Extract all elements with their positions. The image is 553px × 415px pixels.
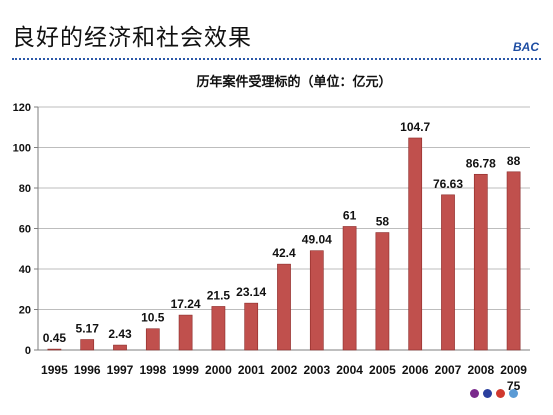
bar <box>342 226 357 351</box>
bar <box>473 173 488 351</box>
bar <box>80 339 95 351</box>
data-label: 23.14 <box>236 285 266 299</box>
dot-red <box>496 389 505 398</box>
data-label: 49.04 <box>302 233 332 247</box>
data-label: 76.63 <box>433 177 463 191</box>
x-tick-label: 2006 <box>402 363 429 377</box>
y-tick-label: 20 <box>19 305 31 317</box>
bar <box>277 263 291 351</box>
decorative-dots <box>470 389 518 398</box>
slide-title: 良好的经济和社会效果 <box>12 25 252 51</box>
data-label: 10.5 <box>141 311 165 325</box>
bar <box>506 171 521 351</box>
bar <box>441 194 455 351</box>
x-tick-label: 2004 <box>336 363 363 377</box>
x-tick-label: 1998 <box>139 363 166 377</box>
x-tick-label: 1995 <box>41 363 68 377</box>
data-label: 5.17 <box>76 322 100 336</box>
x-tick-label: 1999 <box>172 363 199 377</box>
data-label: 58 <box>376 215 390 229</box>
bar <box>375 232 390 351</box>
bar <box>145 328 160 351</box>
x-tick-label: 2005 <box>369 363 396 377</box>
data-label: 21.5 <box>207 288 231 302</box>
x-tick-label: 1996 <box>74 363 101 377</box>
dot-lightblue <box>509 389 518 398</box>
x-tick-label: 2009 <box>500 363 527 377</box>
brand-logo: BAC <box>513 40 539 54</box>
data-label: 2.43 <box>108 327 132 341</box>
data-label: 88 <box>507 154 521 168</box>
data-label: 42.4 <box>272 246 296 260</box>
x-tick-label: 2000 <box>205 363 232 377</box>
y-tick-label: 120 <box>13 102 31 114</box>
data-label: 17.24 <box>171 297 201 311</box>
bar <box>309 250 324 351</box>
x-tick-label: 2007 <box>435 363 462 377</box>
x-tick-label: 2003 <box>303 363 330 377</box>
y-tick-label: 40 <box>19 264 31 276</box>
y-tick-label: 60 <box>19 224 31 236</box>
y-tick-label: 0 <box>25 345 31 357</box>
data-label: 104.7 <box>400 120 430 134</box>
y-tick-label: 80 <box>19 183 31 195</box>
x-tick-label: 2001 <box>238 363 265 377</box>
bar <box>408 137 423 351</box>
bar <box>47 348 62 351</box>
dot-purple <box>470 389 479 398</box>
data-label: 0.45 <box>43 331 67 345</box>
y-tick-label: 100 <box>13 143 31 155</box>
bar <box>244 302 259 351</box>
chart-title: 历年案件受理标的（单位：亿元） <box>196 74 391 90</box>
title-divider <box>12 58 541 60</box>
x-tick-label: 2008 <box>467 363 494 377</box>
x-tick-label: 2002 <box>271 363 298 377</box>
data-label: 86.78 <box>466 156 496 170</box>
data-label: 61 <box>343 208 357 222</box>
bar <box>211 306 226 351</box>
x-tick-label: 1997 <box>107 363 134 377</box>
bar <box>178 314 193 351</box>
dot-blue <box>483 389 492 398</box>
bar <box>113 344 127 351</box>
